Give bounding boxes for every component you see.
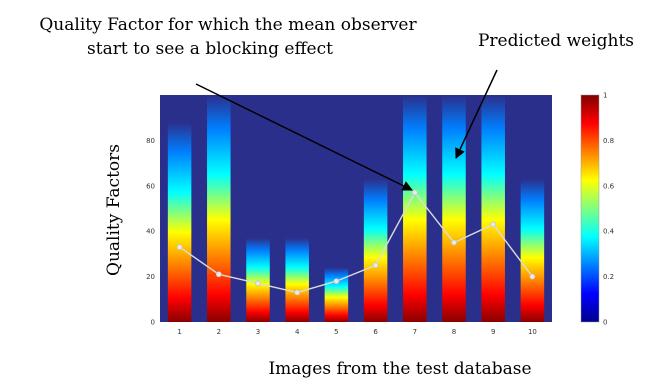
heatmap-column-4 bbox=[285, 238, 309, 322]
observer-point-5 bbox=[333, 278, 340, 285]
annotation-predicted-weights: Predicted weights bbox=[478, 31, 634, 51]
colorbar-gradient bbox=[580, 94, 600, 323]
observer-point-3 bbox=[255, 280, 261, 287]
colorbar-tick-labels: 0 0.2 0.4 0.6 0.8 1 bbox=[603, 92, 615, 327]
x-axis-label: Images from the test database bbox=[268, 359, 531, 379]
y-tick-40: 40 bbox=[146, 228, 155, 236]
y-tick-labels: 0 20 40 60 80 bbox=[146, 137, 155, 327]
colorbar: 0 0.2 0.4 0.6 0.8 1 bbox=[580, 92, 615, 327]
x-tick-1: 1 bbox=[177, 328, 181, 336]
annotations: Quality Factor for which the mean observ… bbox=[39, 15, 634, 191]
heatmap-column-5 bbox=[324, 267, 349, 322]
observer-point-10 bbox=[529, 273, 536, 280]
y-tick-60: 60 bbox=[146, 182, 155, 190]
heatmap-column-7 bbox=[403, 95, 427, 322]
x-tick-6: 6 bbox=[373, 328, 378, 336]
observer-point-1 bbox=[176, 244, 183, 250]
x-tick-labels: 1 2 3 4 5 6 7 8 9 10 bbox=[177, 328, 536, 336]
heatmap-column-9 bbox=[481, 95, 505, 322]
observer-point-9 bbox=[490, 221, 497, 228]
y-tick-0: 0 bbox=[151, 319, 155, 327]
colorbar-tick-0.4: 0.4 bbox=[603, 228, 615, 236]
colorbar-tick-0.2: 0.2 bbox=[603, 273, 614, 281]
x-tick-5: 5 bbox=[334, 328, 338, 336]
heatmap-column-8 bbox=[442, 95, 466, 322]
observer-point-7 bbox=[411, 189, 418, 196]
heatmap-column-1 bbox=[167, 122, 192, 323]
colorbar-tick-0: 0 bbox=[603, 319, 607, 327]
annotation-blocking-line-1: Quality Factor for which the mean observ… bbox=[39, 15, 417, 35]
observer-point-2 bbox=[215, 271, 222, 278]
x-tick-2: 2 bbox=[217, 328, 221, 336]
observer-line bbox=[179, 191, 533, 294]
x-tick-9: 9 bbox=[491, 328, 495, 336]
x-tick-7: 7 bbox=[413, 328, 417, 336]
heatmap-columns bbox=[167, 95, 545, 323]
heatmap-plot bbox=[160, 95, 552, 323]
heatmap-column-6 bbox=[363, 178, 388, 322]
heatmap-column-10 bbox=[520, 178, 545, 322]
x-tick-8: 8 bbox=[452, 328, 456, 336]
arrow-predicted-weights bbox=[455, 69, 498, 159]
x-tick-4: 4 bbox=[295, 328, 300, 336]
heatmap-column-3 bbox=[246, 238, 270, 322]
observer-point-6 bbox=[372, 262, 379, 269]
observer-point-4 bbox=[294, 289, 301, 296]
y-axis-label: Quality Factors bbox=[104, 144, 124, 276]
colorbar-tick-1: 1 bbox=[603, 92, 607, 100]
x-tick-3: 3 bbox=[256, 328, 260, 336]
colorbar-tick-0.8: 0.8 bbox=[603, 137, 614, 145]
observer-points bbox=[176, 189, 536, 296]
x-tick-10: 10 bbox=[528, 328, 537, 336]
y-tick-80: 80 bbox=[146, 137, 155, 145]
y-tick-20: 20 bbox=[146, 273, 155, 281]
arrow-blocking-effect bbox=[195, 83, 413, 191]
colorbar-tick-0.6: 0.6 bbox=[603, 182, 615, 190]
annotation-blocking-line-2: start to see a blocking effect bbox=[87, 39, 333, 59]
heatmap-column-2 bbox=[207, 95, 231, 322]
observer-point-8 bbox=[451, 239, 457, 246]
